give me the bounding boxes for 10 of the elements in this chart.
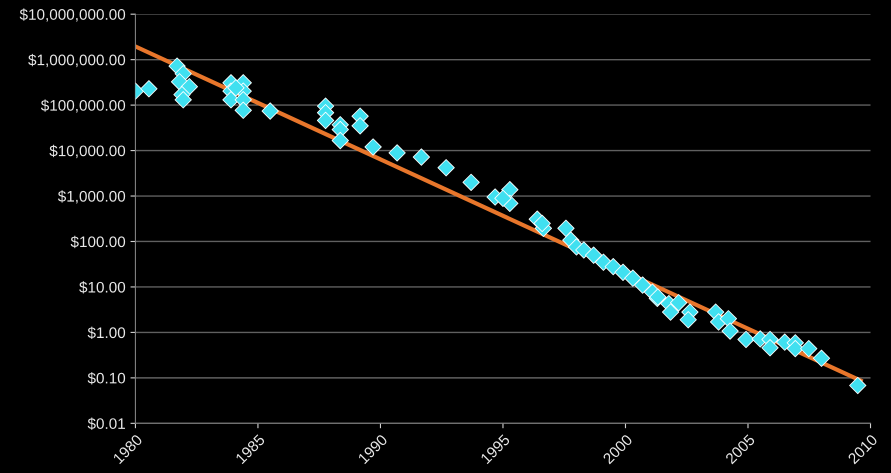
y-tick-label: $100.00 xyxy=(70,236,126,248)
y-tick-label: $1,000.00 xyxy=(58,190,126,204)
y-tick-label: $0.10 xyxy=(88,372,126,384)
y-tick-label: $1,000,000.00 xyxy=(28,54,126,68)
y-tick-label: $100,000.00 xyxy=(40,99,126,113)
y-tick-label: $10,000,000.00 xyxy=(20,8,126,22)
y-tick-label: $1.00 xyxy=(88,326,126,340)
y-tick-label: $10,000.00 xyxy=(49,144,126,158)
y-tick-label: $0.01 xyxy=(88,418,125,430)
y-tick-label: $10.00 xyxy=(79,281,126,294)
